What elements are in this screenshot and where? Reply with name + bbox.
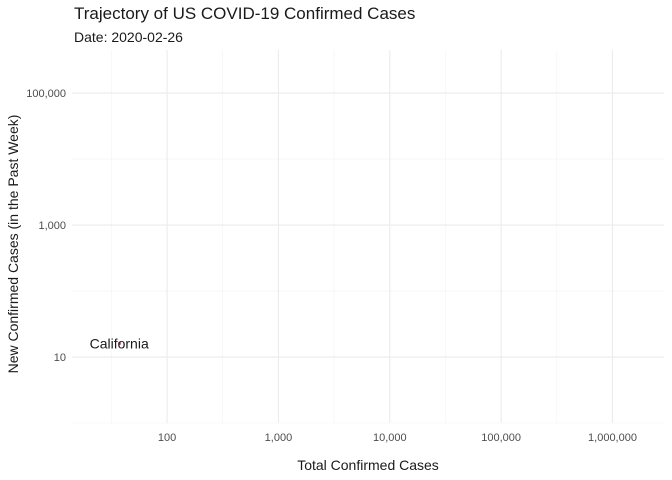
y-tick-label-2: 100,000: [26, 88, 66, 100]
y-tick-label-0: 10: [54, 352, 66, 364]
x-tick-label-3: 100,000: [481, 432, 521, 444]
x-tick-label-0: 100: [158, 432, 176, 444]
x-tick-label-2: 10,000: [373, 432, 407, 444]
series-point-0-0: [118, 341, 122, 345]
y-axis-title: New Confirmed Cases (in the Past Week): [5, 115, 21, 374]
series-layer: California: [90, 335, 149, 351]
chart-subtitle: Date: 2020-02-26: [74, 29, 183, 45]
x-axis-title: Total Confirmed Cases: [297, 457, 439, 473]
y-tick-label-1: 1,000: [38, 220, 66, 232]
major-gridlines: [72, 50, 664, 423]
x-tick-label-1: 1,000: [265, 432, 293, 444]
series-label-0: California: [90, 335, 149, 351]
x-axis-ticks: 100 1,000 10,000 100,000 1,000,000: [158, 432, 637, 444]
chart-title: Trajectory of US COVID-19 Confirmed Case…: [74, 4, 416, 23]
minor-gridlines: [72, 50, 664, 424]
x-tick-label-4: 1,000,000: [588, 432, 637, 444]
y-axis-ticks: 10 1,000 100,000: [26, 88, 66, 364]
